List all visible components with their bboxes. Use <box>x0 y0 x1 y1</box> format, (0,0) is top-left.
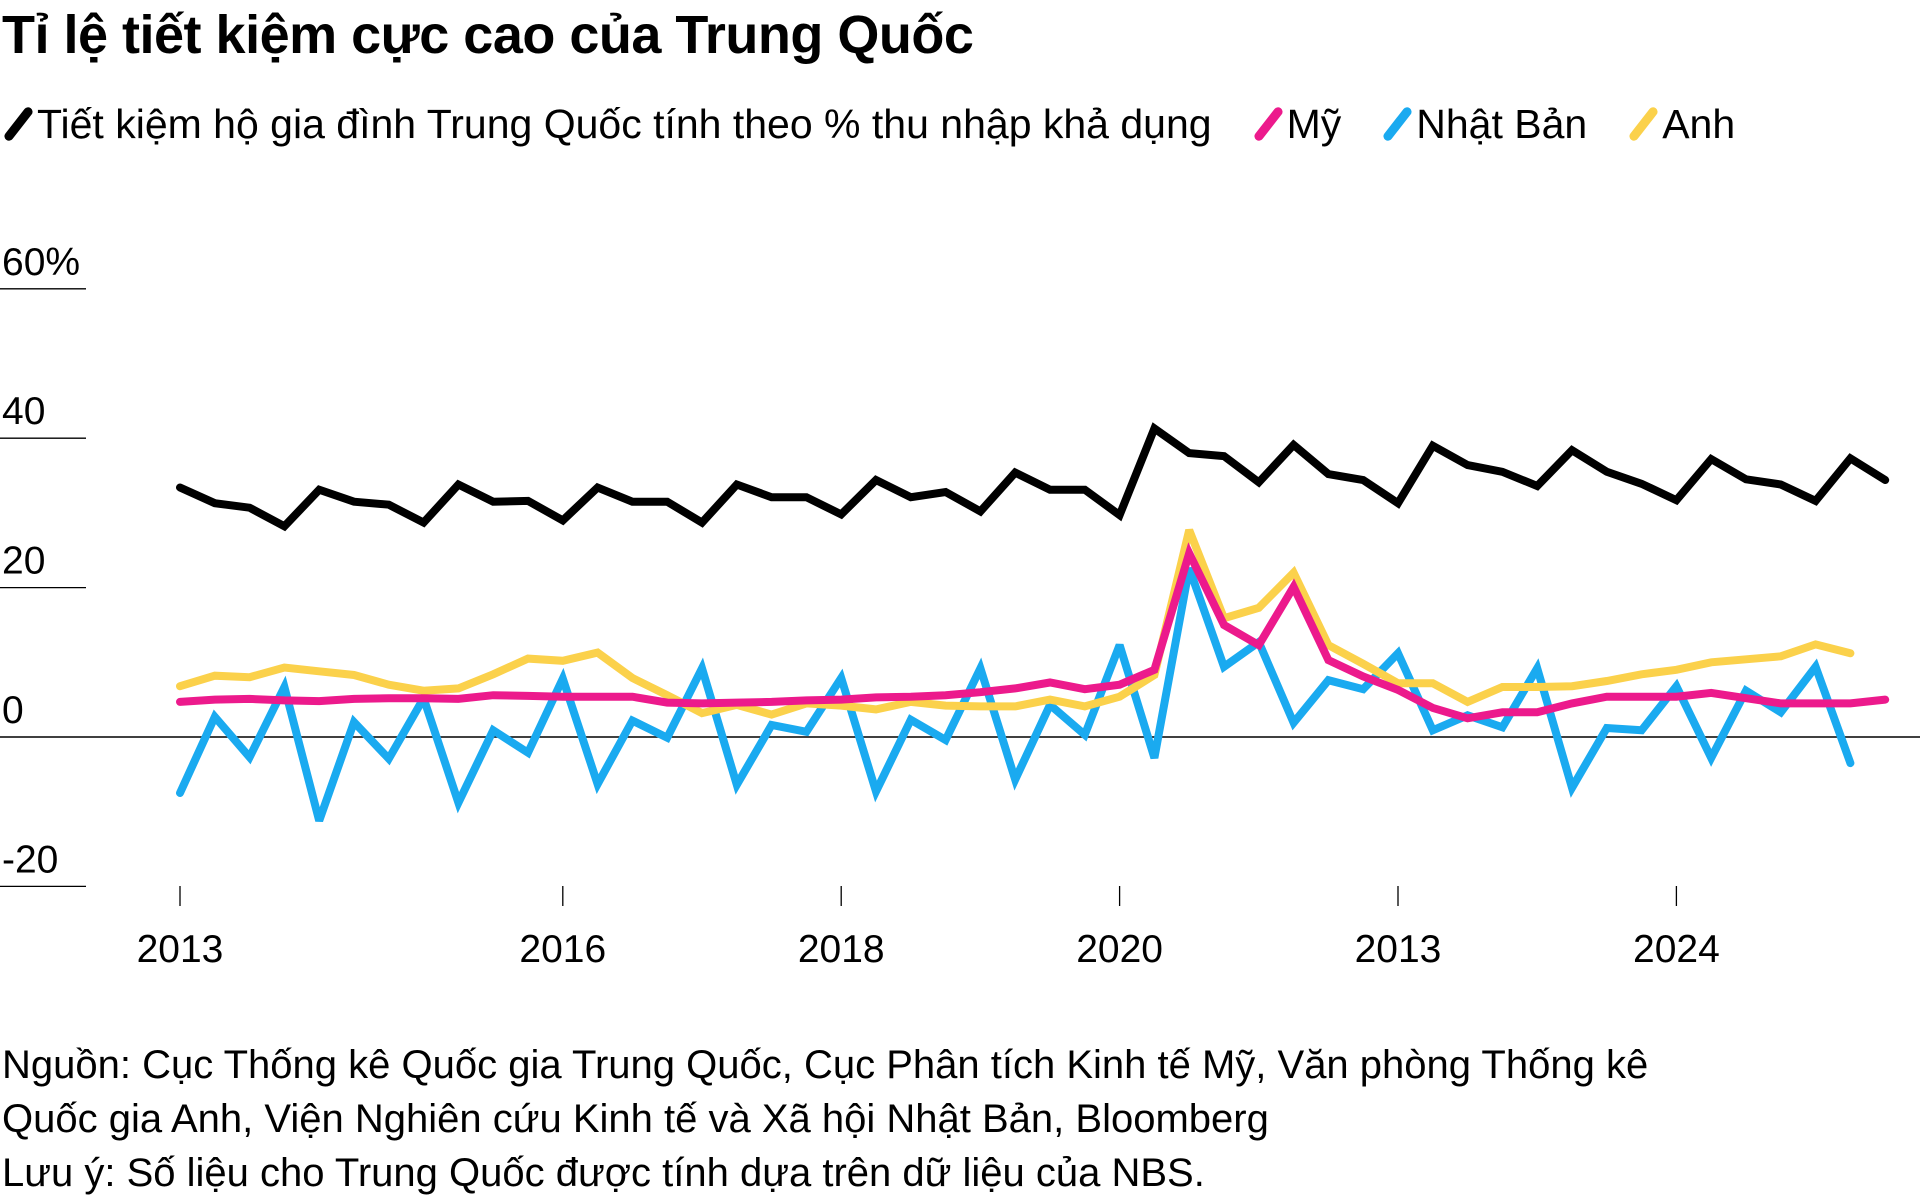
series-japan-line <box>176 566 1855 823</box>
note-line: Lưu ý: Số liệu cho Trung Quốc được tính … <box>2 1151 1205 1195</box>
x-tick-label: 2024 <box>1633 928 1720 971</box>
chart-title: Tỉ lệ tiết kiệm cực cao của Trung Quốc <box>2 5 974 65</box>
x-tick-label: 2020 <box>1076 928 1163 971</box>
legend-item-us: Mỹ <box>1252 96 1342 152</box>
series-us-line <box>176 542 1890 723</box>
x-tick-label: 2018 <box>798 928 885 971</box>
chart-footer: Nguồn: Cục Thống kê Quốc gia Trung Quốc,… <box>2 1038 1648 1200</box>
x-tick-label: 2013 <box>1355 928 1442 971</box>
series-uk-line <box>176 528 1855 719</box>
legend-label: Mỹ <box>1286 101 1342 147</box>
y-tick-label: 0 <box>2 689 24 732</box>
x-axis: 2013 2016 2018 2020 2013 2024 <box>137 886 1720 971</box>
source-line-2: Quốc gia Anh, Viện Nghiên cứu Kinh tế và… <box>2 1097 1269 1141</box>
legend-item-china: Tiết kiệm hộ gia đình Trung Quốc tính th… <box>2 96 1212 152</box>
x-tick-label: 2013 <box>137 928 224 971</box>
legend: Tiết kiệm hộ gia đình Trung Quốc tính th… <box>2 96 1775 152</box>
source-line-1: Nguồn: Cục Thống kê Quốc gia Trung Quốc,… <box>2 1043 1649 1087</box>
y-tick-label: -20 <box>2 838 58 881</box>
y-tick-label: 60% <box>2 241 80 284</box>
y-tick-label: 20 <box>2 540 45 583</box>
legend-item-japan: Nhật Bản <box>1381 96 1587 152</box>
x-tick-label: 2016 <box>519 928 606 971</box>
grid-layer: 60% 40 20 0 -20 <box>0 241 1920 888</box>
series-layer <box>176 422 1890 823</box>
y-tick-label: 40 <box>2 390 45 433</box>
legend-label: Tiết kiệm hộ gia đình Trung Quốc tính th… <box>37 101 1212 147</box>
series-china-line <box>176 422 1890 532</box>
legend-label: Anh <box>1662 101 1736 147</box>
legend-item-uk: Anh <box>1627 96 1735 152</box>
legend-label: Nhật Bản <box>1416 101 1588 147</box>
